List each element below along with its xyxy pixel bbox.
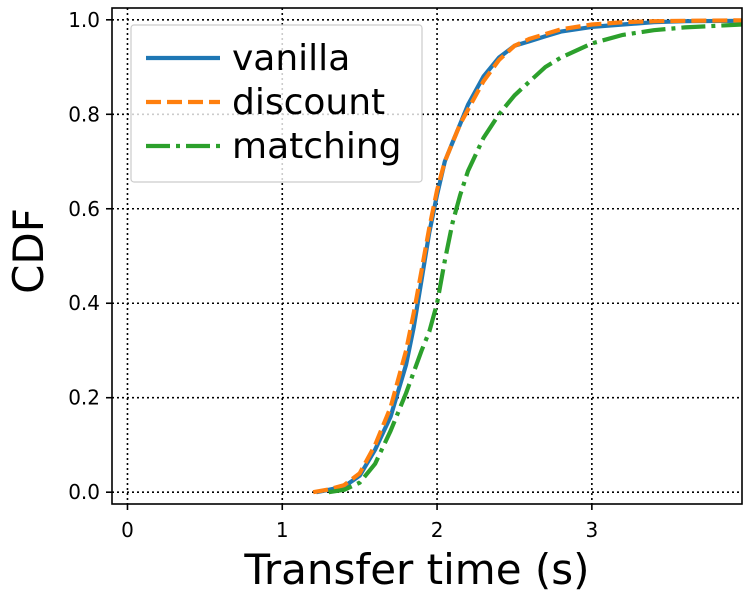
x-axis-label: Transfer time (s) [243,545,589,594]
legend-label-matching: matching [232,126,402,167]
legend-box [130,24,423,183]
y-tick-label: 0.2 [68,386,100,410]
series-line-matching [328,22,743,495]
series-lines [312,18,743,495]
axis-ticks: 0 1 2 3 0.0 0.2 0.4 0.6 0.8 1.0 [68,8,598,542]
y-tick-label: 0.8 [68,102,100,126]
plot-frame [111,7,743,505]
series-line-discount [312,18,743,495]
x-tick-label: 3 [585,518,598,542]
legend-label-discount: discount [232,82,385,123]
y-tick-label: 0.6 [68,197,100,221]
y-tick-label: 0.0 [68,480,100,504]
y-tick-label: 0.4 [68,291,100,315]
legend-label-vanilla: vanilla [232,38,350,79]
y-axis-label: CDF [4,208,53,294]
y-tick-label: 1.0 [68,8,100,32]
x-tick-label: 1 [276,518,289,542]
x-tick-label: 2 [431,518,444,542]
x-tick-label: 0 [121,518,134,542]
